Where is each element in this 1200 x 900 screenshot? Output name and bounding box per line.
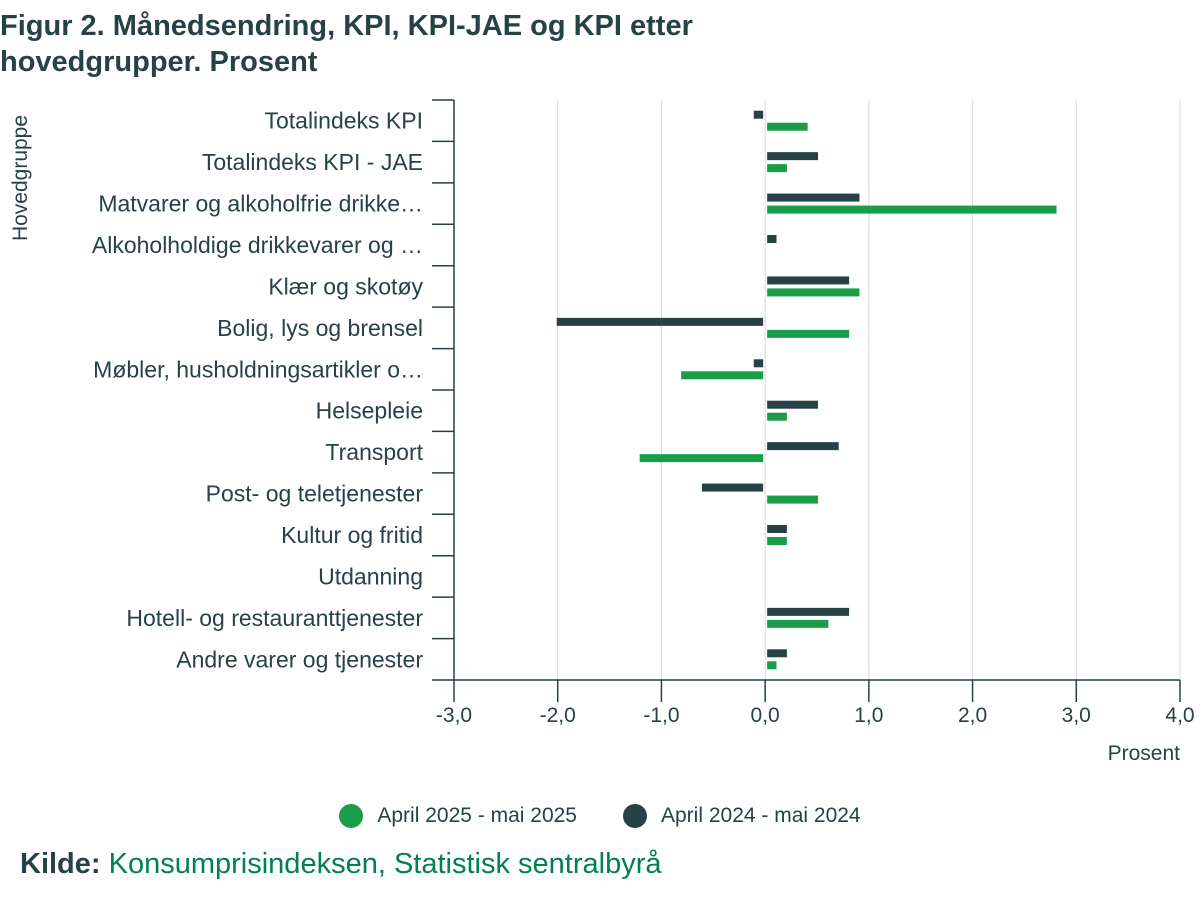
category-label: Post- og teletjenester bbox=[206, 481, 424, 507]
bar[interactable] bbox=[767, 412, 787, 421]
category-label: Utdanning bbox=[318, 563, 423, 589]
bar[interactable] bbox=[767, 205, 1057, 214]
y-axis-title: Hovedgruppe bbox=[9, 115, 32, 241]
category-label: Hotell- og restauranttjenester bbox=[126, 605, 423, 631]
bar[interactable] bbox=[556, 317, 764, 326]
category-label: Alkoholholdige drikkevarer og … bbox=[92, 232, 423, 258]
category-label: Møbler, husholdningsartikler o… bbox=[93, 356, 423, 382]
category-label: Kultur og fritid bbox=[281, 522, 423, 548]
bar[interactable] bbox=[767, 152, 818, 161]
x-tick-label: -1,0 bbox=[643, 704, 679, 727]
legend-label-2025: April 2025 - mai 2025 bbox=[377, 804, 577, 827]
legend: April 2025 - mai 2025 April 2024 - mai 2… bbox=[0, 800, 1200, 832]
x-tick-label: 4,0 bbox=[1165, 704, 1194, 727]
bar[interactable] bbox=[767, 193, 860, 202]
x-axis-title: Prosent bbox=[1108, 742, 1181, 765]
bar[interactable] bbox=[767, 122, 808, 131]
bar[interactable] bbox=[767, 235, 777, 243]
x-tick-label: 1,0 bbox=[854, 704, 883, 727]
category-label: Helsepleie bbox=[316, 398, 423, 424]
bar[interactable] bbox=[753, 359, 764, 368]
bar[interactable] bbox=[767, 607, 850, 616]
axes: -3,0 -2,0 -1,0 0,0 1,0 2,0 3,0 4,0 Totalindeks K… bbox=[92, 99, 1195, 727]
bar-chart: -3,0 -2,0 -1,0 0,0 1,0 2,0 3,0 4,0 Totalindeks K… bbox=[9, 99, 1195, 765]
x-tick-label: -2,0 bbox=[540, 704, 576, 727]
bar[interactable] bbox=[767, 442, 839, 451]
legend-item-2025[interactable]: April 2025 - mai 2025 bbox=[339, 804, 577, 828]
bar[interactable] bbox=[767, 276, 850, 285]
bar[interactable] bbox=[701, 483, 764, 492]
category-label: Bolig, lys og brensel bbox=[217, 315, 423, 341]
bar[interactable] bbox=[767, 525, 787, 533]
bar[interactable] bbox=[767, 400, 818, 409]
bar[interactable] bbox=[767, 537, 787, 545]
source-label: Kilde: bbox=[20, 848, 101, 880]
x-tick-label: 2,0 bbox=[958, 704, 987, 727]
bars bbox=[556, 110, 1057, 670]
source-line: Kilde: Konsumprisindeksen, Statistisk se… bbox=[20, 848, 661, 881]
bar[interactable] bbox=[753, 110, 764, 119]
bar[interactable] bbox=[767, 164, 787, 173]
x-tick-label: 0,0 bbox=[751, 704, 780, 727]
category-label: Andre varer og tjenester bbox=[176, 646, 423, 672]
source-link[interactable]: Konsumprisindeksen, Statistisk sentralby… bbox=[108, 848, 662, 880]
category-label: Transport bbox=[325, 439, 423, 465]
bar[interactable] bbox=[767, 649, 787, 658]
legend-label-2024: April 2024 - mai 2024 bbox=[661, 804, 861, 827]
legend-item-2024[interactable]: April 2024 - mai 2024 bbox=[623, 804, 861, 828]
bar[interactable] bbox=[681, 371, 764, 380]
x-tick-label: 3,0 bbox=[1062, 704, 1091, 727]
category-label: Matvarer og alkoholfrie drikke… bbox=[98, 191, 423, 217]
bar[interactable] bbox=[767, 661, 777, 670]
category-label: Klær og skotøy bbox=[268, 273, 423, 299]
bar[interactable] bbox=[767, 329, 850, 338]
bar[interactable] bbox=[767, 619, 829, 628]
chart-title: Figur 2. Månedsendring, KPI, KPI-JAE og … bbox=[0, 10, 693, 78]
legend-swatch-2025 bbox=[339, 804, 364, 828]
bar[interactable] bbox=[639, 454, 764, 463]
gridlines bbox=[557, 100, 1181, 680]
bar[interactable] bbox=[767, 495, 818, 504]
bar[interactable] bbox=[767, 288, 860, 297]
x-tick-label: -3,0 bbox=[436, 704, 472, 727]
category-label: Totalindeks KPI - JAE bbox=[202, 149, 423, 175]
legend-swatch-2024 bbox=[623, 804, 647, 828]
category-label: Totalindeks KPI bbox=[264, 108, 423, 134]
